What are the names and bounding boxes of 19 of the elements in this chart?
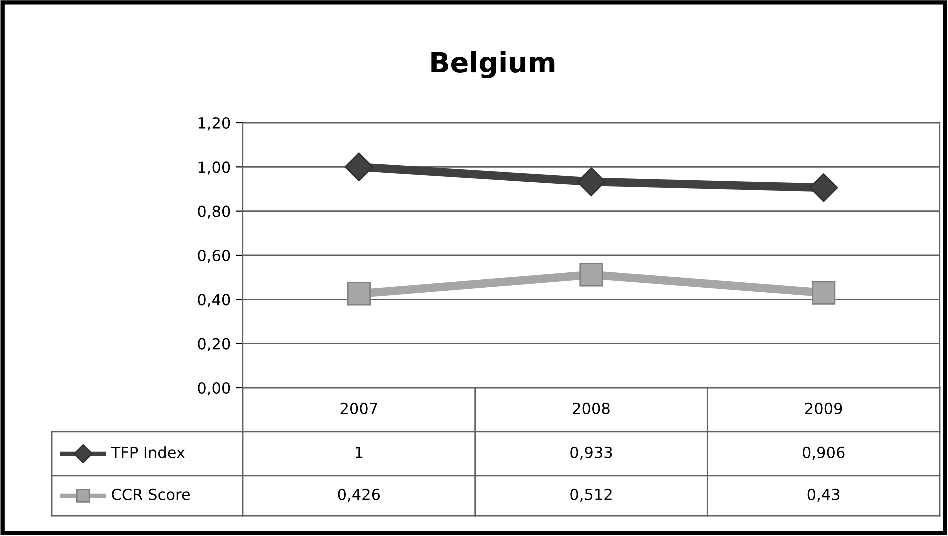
x-tick-label: 2007 — [340, 402, 378, 414]
data-label: 0,43 — [808, 488, 840, 502]
y-tick-label: 0,20 — [198, 338, 230, 352]
data-label: 0,906 — [802, 446, 845, 460]
y-tick-label: 0,00 — [198, 382, 230, 396]
legend-label: TFP Index — [111, 446, 186, 458]
chart-title: Belgium — [432, 51, 555, 79]
y-tick-label: 1,20 — [198, 117, 230, 131]
data-label: 0,426 — [338, 488, 380, 502]
y-tick-label: 0,60 — [198, 250, 230, 264]
y-tick-label: 0,80 — [198, 206, 230, 219]
data-label: 1 — [356, 447, 363, 458]
x-tick-label: 2008 — [573, 402, 610, 414]
y-tick-label: 0,40 — [198, 294, 230, 308]
x-tick-label: 2009 — [806, 402, 842, 414]
data-label: 0,512 — [570, 488, 612, 502]
y-tick-label: 1,00 — [198, 162, 230, 175]
data-label: 0,933 — [570, 446, 612, 460]
legend-label: CCR Score — [112, 488, 190, 500]
